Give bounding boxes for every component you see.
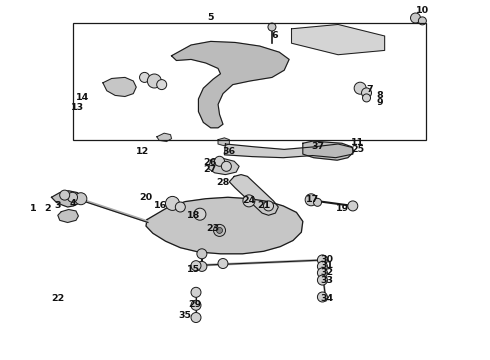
Text: 5: 5 <box>207 13 214 22</box>
Circle shape <box>268 23 276 31</box>
Text: 14: 14 <box>75 93 89 102</box>
Text: 21: 21 <box>257 201 270 210</box>
Circle shape <box>68 192 77 202</box>
Polygon shape <box>51 191 82 207</box>
Text: 11: 11 <box>351 138 365 147</box>
Circle shape <box>314 198 321 206</box>
Circle shape <box>215 156 224 166</box>
Polygon shape <box>224 144 353 158</box>
Circle shape <box>166 197 179 210</box>
Text: 24: 24 <box>242 197 256 205</box>
Circle shape <box>197 249 207 259</box>
Text: 19: 19 <box>336 203 350 212</box>
Circle shape <box>354 82 366 94</box>
Polygon shape <box>146 197 303 254</box>
Text: 20: 20 <box>140 193 152 202</box>
Circle shape <box>318 275 327 285</box>
Circle shape <box>60 190 70 200</box>
Circle shape <box>318 255 327 265</box>
Polygon shape <box>218 138 229 146</box>
Polygon shape <box>292 24 385 55</box>
Text: 7: 7 <box>367 85 373 94</box>
Circle shape <box>191 261 201 271</box>
Text: 12: 12 <box>135 147 149 156</box>
Text: 36: 36 <box>223 147 236 156</box>
Circle shape <box>318 292 327 302</box>
Text: 29: 29 <box>188 300 202 309</box>
Polygon shape <box>303 141 354 160</box>
Text: 34: 34 <box>321 293 334 302</box>
Circle shape <box>318 261 327 271</box>
Circle shape <box>348 201 358 211</box>
Text: 2: 2 <box>45 204 51 213</box>
Text: 18: 18 <box>187 211 200 220</box>
Text: 37: 37 <box>311 142 324 151</box>
Circle shape <box>411 13 420 23</box>
Circle shape <box>75 193 87 205</box>
Text: 6: 6 <box>271 31 278 40</box>
Text: 30: 30 <box>321 255 334 264</box>
Circle shape <box>217 228 222 233</box>
Text: 8: 8 <box>376 91 383 100</box>
Text: 15: 15 <box>187 266 200 274</box>
Text: 26: 26 <box>203 158 217 167</box>
Circle shape <box>264 201 273 211</box>
Circle shape <box>243 195 255 207</box>
Circle shape <box>140 72 149 82</box>
Circle shape <box>147 74 161 88</box>
Circle shape <box>191 312 201 323</box>
Circle shape <box>363 94 370 102</box>
Circle shape <box>218 258 228 269</box>
Circle shape <box>221 161 231 171</box>
Text: 1: 1 <box>30 204 37 213</box>
Circle shape <box>157 80 167 90</box>
Text: 22: 22 <box>51 294 65 303</box>
Circle shape <box>191 287 201 297</box>
Circle shape <box>214 224 225 237</box>
Text: 10: 10 <box>416 6 429 15</box>
Text: 4: 4 <box>69 199 76 208</box>
Text: 9: 9 <box>376 98 383 107</box>
Text: 17: 17 <box>306 195 319 204</box>
Text: 31: 31 <box>321 261 334 270</box>
Polygon shape <box>58 210 78 222</box>
Text: 23: 23 <box>207 224 220 233</box>
Polygon shape <box>103 77 136 96</box>
Text: 16: 16 <box>154 201 168 210</box>
Polygon shape <box>229 175 278 215</box>
Circle shape <box>197 261 207 271</box>
Polygon shape <box>208 158 239 175</box>
Circle shape <box>362 88 371 98</box>
Polygon shape <box>157 133 172 141</box>
Text: 3: 3 <box>54 201 61 210</box>
Text: 25: 25 <box>351 145 364 154</box>
Polygon shape <box>172 41 289 128</box>
Text: 32: 32 <box>321 269 334 277</box>
Circle shape <box>191 300 201 310</box>
Text: 27: 27 <box>203 165 217 174</box>
Circle shape <box>175 202 185 212</box>
Circle shape <box>305 194 317 206</box>
Text: 33: 33 <box>321 276 334 284</box>
Circle shape <box>318 268 327 278</box>
Circle shape <box>418 17 426 25</box>
Text: 13: 13 <box>71 103 84 112</box>
Text: 28: 28 <box>216 178 230 187</box>
Circle shape <box>194 208 206 220</box>
Bar <box>73 23 426 140</box>
Text: 35: 35 <box>179 310 192 320</box>
